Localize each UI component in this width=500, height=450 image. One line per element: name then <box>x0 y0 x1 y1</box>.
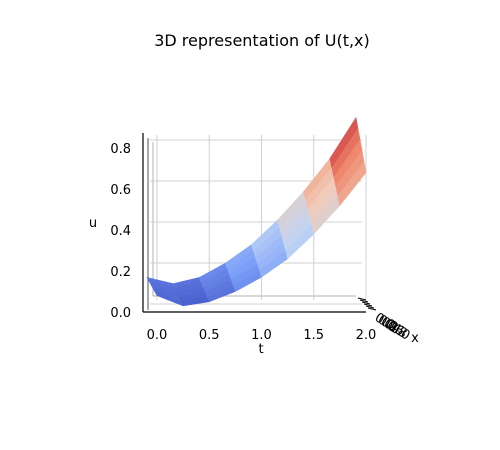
surface-patch <box>337 160 367 207</box>
x-tick-mark <box>357 297 367 301</box>
x-tick-mark <box>361 301 371 305</box>
t-tick-label: 1.5 <box>303 328 324 343</box>
x-tick-mark <box>359 299 369 303</box>
u-tick-label: 0.2 <box>110 265 131 280</box>
t-axis-label: t <box>258 342 263 357</box>
u-tick-label: 0.4 <box>110 224 131 239</box>
t-tick-label: 0.0 <box>147 328 168 343</box>
surface <box>146 116 367 307</box>
u-tick-label: 0.8 <box>110 142 131 157</box>
chart-title: 3D representation of U(t,x) <box>154 31 370 50</box>
u-tick-label: 0.6 <box>110 183 131 198</box>
x-tick-mark <box>365 305 375 309</box>
u-axis-label: u <box>89 216 97 231</box>
x-tick-mark <box>363 303 373 307</box>
x-tick-mark <box>367 307 377 311</box>
t-tick-label: 1.0 <box>251 328 272 343</box>
x-axis-label: x <box>411 331 419 346</box>
t-tick-label: 0.5 <box>199 328 220 343</box>
u-tick-label: 0.0 <box>110 306 131 321</box>
t-tick-label: 2.0 <box>356 328 377 343</box>
